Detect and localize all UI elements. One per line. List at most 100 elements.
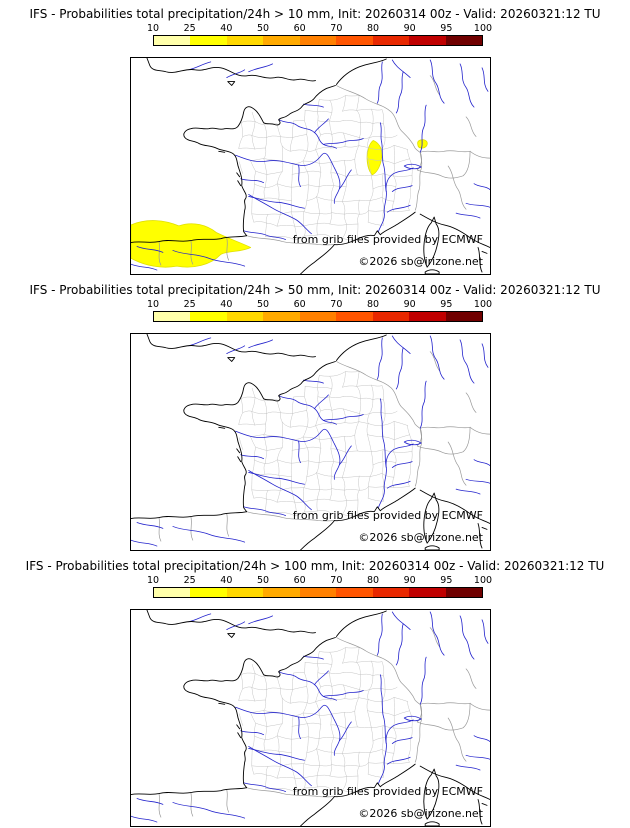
panel-title: IFS - Probabilities total precipitation/… bbox=[29, 283, 601, 297]
colorbar-tick: 100 bbox=[473, 299, 493, 310]
colorbar-tick: 80 bbox=[366, 299, 380, 310]
map-canvas bbox=[131, 610, 490, 826]
colorbar-tick: 70 bbox=[330, 575, 343, 586]
colorbar-tick: 80 bbox=[366, 575, 380, 586]
probability-colorbar: 10 25 40 50 60 70 80 90 95 100 bbox=[147, 299, 492, 322]
colorbar-tick: 50 bbox=[256, 575, 270, 586]
colorbar-segment bbox=[445, 312, 482, 321]
panel-title: IFS - Probabilities total precipitation/… bbox=[29, 7, 601, 21]
map-panel-100mm: IFS - Probabilities total precipitation/… bbox=[0, 552, 630, 828]
colorbar-segment bbox=[336, 588, 373, 597]
country-borders bbox=[158, 627, 490, 818]
copyright-text: ©2026 sb@irizone.net bbox=[358, 531, 483, 544]
colorbar-tick: 10 bbox=[146, 575, 160, 586]
rivers bbox=[131, 59, 490, 271]
colorbar-segment bbox=[372, 312, 410, 321]
colorbar-tick: 40 bbox=[220, 575, 233, 586]
map-canvas bbox=[131, 58, 490, 274]
colorbar-segment bbox=[263, 588, 300, 597]
colorbar-tick: 95 bbox=[440, 23, 453, 34]
colorbar-tick: 90 bbox=[403, 575, 416, 586]
colorbar-tick: 10 bbox=[146, 299, 160, 310]
map-panel-10mm: IFS - Probabilities total precipitation/… bbox=[0, 0, 630, 276]
colorbar-tick: 25 bbox=[183, 23, 196, 34]
ecmwf-credit: from grib files provided by ECMWF bbox=[292, 509, 483, 522]
department-boundaries bbox=[238, 371, 413, 517]
colorbar-tick-labels: 10 25 40 50 60 70 80 90 95 100 bbox=[147, 575, 492, 587]
colorbar-segment bbox=[372, 588, 410, 597]
colorbar-tick: 50 bbox=[256, 299, 270, 310]
colorbar-gradient bbox=[153, 35, 483, 46]
colorbar-segment bbox=[445, 36, 482, 45]
probability-region-alps-small-east bbox=[417, 139, 428, 149]
colorbar-segment bbox=[226, 36, 264, 45]
colorbar-segment bbox=[154, 312, 191, 321]
colorbar-segment bbox=[190, 312, 227, 321]
ecmwf-credit: from grib files provided by ECMWF bbox=[292, 233, 483, 246]
probability-region-southwest-biscay-cantabria bbox=[131, 220, 252, 268]
map-france: from grib files provided by ECMWF ©2026 … bbox=[130, 57, 491, 275]
colorbar-segment bbox=[372, 36, 410, 45]
copyright-text: ©2026 sb@irizone.net bbox=[358, 255, 483, 268]
colorbar-segment bbox=[336, 312, 373, 321]
country-borders bbox=[158, 75, 490, 266]
colorbar-segment bbox=[226, 588, 264, 597]
colorbar-tick: 100 bbox=[473, 575, 493, 586]
probability-colorbar: 10 25 40 50 60 70 80 90 95 100 bbox=[147, 575, 492, 598]
probability-region-jura-northern-alps bbox=[366, 140, 383, 176]
colorbar-tick: 95 bbox=[440, 299, 453, 310]
colorbar-tick: 25 bbox=[183, 299, 196, 310]
map-canvas bbox=[131, 334, 490, 550]
colorbar-segment bbox=[226, 312, 264, 321]
colorbar-tick-labels: 10 25 40 50 60 70 80 90 95 100 bbox=[147, 23, 492, 35]
copyright-text: ©2026 sb@irizone.net bbox=[358, 807, 483, 820]
colorbar-gradient bbox=[153, 311, 483, 322]
coastlines bbox=[131, 58, 490, 274]
colorbar-gradient bbox=[153, 587, 483, 598]
colorbar-segment bbox=[154, 36, 191, 45]
colorbar-tick: 80 bbox=[366, 23, 380, 34]
colorbar-segment bbox=[299, 36, 337, 45]
colorbar-segment bbox=[409, 312, 446, 321]
colorbar-segment bbox=[409, 36, 446, 45]
rivers bbox=[131, 335, 490, 547]
colorbar-tick: 60 bbox=[293, 23, 306, 34]
ecmwf-credit: from grib files provided by ECMWF bbox=[292, 785, 483, 798]
colorbar-tick: 40 bbox=[220, 23, 233, 34]
colorbar-segment bbox=[409, 588, 446, 597]
colorbar-tick: 70 bbox=[330, 23, 343, 34]
colorbar-tick: 10 bbox=[146, 23, 160, 34]
department-boundaries bbox=[238, 95, 413, 241]
colorbar-tick: 60 bbox=[293, 299, 306, 310]
colorbar-segment bbox=[445, 588, 482, 597]
rivers bbox=[131, 611, 490, 823]
country-borders bbox=[158, 351, 490, 542]
map-france: from grib files provided by ECMWF ©2026 … bbox=[130, 609, 491, 827]
map-france: from grib files provided by ECMWF ©2026 … bbox=[130, 333, 491, 551]
probability-colorbar: 10 25 40 50 60 70 80 90 95 100 bbox=[147, 23, 492, 46]
colorbar-segment bbox=[336, 36, 373, 45]
colorbar-tick: 90 bbox=[403, 299, 416, 310]
department-boundaries bbox=[238, 647, 413, 793]
colorbar-segment bbox=[299, 588, 337, 597]
colorbar-tick-labels: 10 25 40 50 60 70 80 90 95 100 bbox=[147, 299, 492, 311]
coastlines bbox=[131, 610, 490, 826]
colorbar-tick: 50 bbox=[256, 23, 270, 34]
map-panel-50mm: IFS - Probabilities total precipitation/… bbox=[0, 276, 630, 552]
colorbar-tick: 60 bbox=[293, 575, 306, 586]
panel-title: IFS - Probabilities total precipitation/… bbox=[25, 559, 605, 573]
colorbar-tick: 40 bbox=[220, 299, 233, 310]
colorbar-tick: 95 bbox=[440, 575, 453, 586]
colorbar-segment bbox=[263, 36, 300, 45]
colorbar-tick: 90 bbox=[403, 23, 416, 34]
colorbar-segment bbox=[299, 312, 337, 321]
colorbar-segment bbox=[190, 588, 227, 597]
colorbar-tick: 100 bbox=[473, 23, 493, 34]
colorbar-tick: 70 bbox=[330, 299, 343, 310]
coastlines bbox=[131, 334, 490, 550]
colorbar-segment bbox=[263, 312, 300, 321]
probability-shading bbox=[131, 139, 428, 268]
colorbar-segment bbox=[154, 588, 191, 597]
colorbar-segment bbox=[190, 36, 227, 45]
